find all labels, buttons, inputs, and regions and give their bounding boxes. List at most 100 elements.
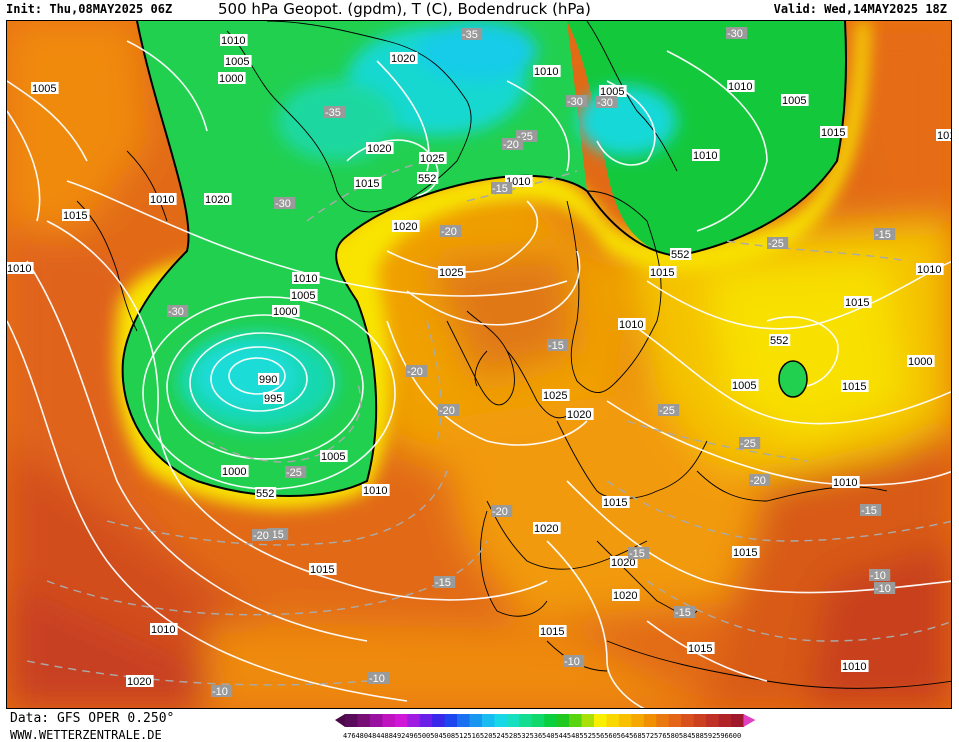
legend-swatch xyxy=(693,714,707,727)
label-bg xyxy=(841,660,869,672)
legend-tick-label: 596 xyxy=(716,732,729,740)
legend-swatch xyxy=(606,714,620,727)
pressure: 1005 xyxy=(600,86,624,98)
label-bg xyxy=(936,129,951,141)
legend-tick-label: 536 xyxy=(529,732,543,740)
label-bg xyxy=(542,389,570,401)
label-bg xyxy=(218,72,246,84)
label-bg xyxy=(292,272,320,284)
pressure: 1015 xyxy=(842,381,866,393)
pressure: 1015 xyxy=(733,547,757,559)
legend-swatch xyxy=(569,714,583,727)
legend-swatch xyxy=(531,714,545,727)
label-bg xyxy=(502,138,524,150)
legend-tick-label: 560 xyxy=(604,732,617,740)
label-bg xyxy=(461,28,483,40)
temperature: -20 xyxy=(503,139,519,151)
temperature: -10 xyxy=(875,583,891,595)
label-bg xyxy=(354,177,382,189)
label-bg xyxy=(907,355,935,367)
pressure: 1015 xyxy=(355,178,379,190)
label-bg xyxy=(566,408,594,420)
pressure: 1025 xyxy=(439,267,463,279)
pressure: 1015 xyxy=(821,127,845,139)
pressure: 1015 xyxy=(603,497,627,509)
temperature: -25 xyxy=(286,467,302,479)
map-canvas: 1010 1005 1000 1005 1020 1010 1005 1010 1005 1020… xyxy=(7,21,952,708)
pressure: 1025 xyxy=(420,153,444,165)
temperature: -20 xyxy=(253,530,269,542)
gph: 552 xyxy=(418,173,436,185)
legend-right-arrow xyxy=(743,714,756,727)
legend-swatch xyxy=(382,714,396,727)
legend-tick-label: 480 xyxy=(355,732,369,740)
legend-swatch xyxy=(481,714,495,727)
label-bg xyxy=(769,334,791,346)
label-bg xyxy=(781,94,809,106)
gph: 552 xyxy=(770,335,788,347)
temperature: -20 xyxy=(407,366,423,378)
label-bg xyxy=(362,484,390,496)
legend-swatch xyxy=(631,714,645,727)
legend-swatch xyxy=(457,714,470,727)
temperature: -30 xyxy=(168,306,184,318)
pressure: 1020 xyxy=(393,221,417,233)
label-bg xyxy=(628,547,650,559)
legend-tick-label: 528 xyxy=(504,732,518,740)
label-bg xyxy=(491,182,513,194)
temperature: -15 xyxy=(435,577,451,589)
pressure: 1000 xyxy=(219,73,243,85)
legend-tick-label: 508 xyxy=(442,732,456,740)
label-bg xyxy=(649,266,677,278)
pressure: 990 xyxy=(259,374,277,386)
legend-tick-label: 532 xyxy=(517,732,530,740)
pressure-label-layer: 1010 1005 1000 1005 1020 1010 1005 1010 1005 1020… xyxy=(7,34,952,688)
pressure: 1015 xyxy=(540,626,564,638)
pressure: 995 xyxy=(264,393,282,405)
label-bg xyxy=(844,296,872,308)
legend-colorbar xyxy=(335,714,756,727)
legend-left-arrow xyxy=(335,714,345,727)
pressure: 1020 xyxy=(567,409,591,421)
pressure: 1010 xyxy=(151,624,175,636)
chart-header: Init: Thu,08MAY2025 06Z 500 hPa Geopot. … xyxy=(0,0,959,20)
legend-tick-label: 544 xyxy=(554,732,568,740)
label-bg xyxy=(566,95,588,107)
label-bg xyxy=(692,149,720,161)
legend-tick-label: 500 xyxy=(417,732,431,740)
website-credit: WWW.WETTERZENTRALE.DE xyxy=(10,728,162,742)
legend-tick-label: 556 xyxy=(591,732,605,740)
temperature: -30 xyxy=(727,28,743,40)
label-bg xyxy=(820,126,848,138)
temperature: -35 xyxy=(462,29,478,41)
label-bg xyxy=(366,142,394,154)
label-bg xyxy=(126,675,154,687)
pressure: 1020 xyxy=(205,194,229,206)
temperature: -15 xyxy=(861,505,877,517)
pressure: 1010 xyxy=(150,194,174,206)
weather-map: 1010 1005 1000 1005 1020 1010 1005 1010 1005 1020… xyxy=(6,20,952,709)
label-bg xyxy=(211,685,233,697)
legend-tick-label: 484 xyxy=(367,732,381,740)
label-bg xyxy=(739,437,761,449)
legend-swatch xyxy=(706,714,719,727)
legend-tick-label: 492 xyxy=(392,732,406,740)
label-bg xyxy=(440,225,462,237)
pressure: 1015 xyxy=(937,130,952,142)
temperature: -20 xyxy=(492,506,508,518)
temperature: -10 xyxy=(212,686,228,698)
temperature: -30 xyxy=(275,198,291,210)
pressure: 1020 xyxy=(391,53,415,65)
legend-tick-label: 592 xyxy=(703,732,717,740)
legend-tick-label: 588 xyxy=(691,732,704,740)
label-bg xyxy=(602,496,630,508)
label-bg xyxy=(392,220,420,232)
label-bg xyxy=(832,476,860,488)
label-bg xyxy=(767,237,789,249)
label-bg xyxy=(285,466,307,478)
pressure: 1015 xyxy=(310,564,334,576)
label-bg xyxy=(204,193,232,205)
label-bg xyxy=(491,505,513,517)
label-bg xyxy=(252,529,274,541)
pressure: 1005 xyxy=(782,95,806,107)
